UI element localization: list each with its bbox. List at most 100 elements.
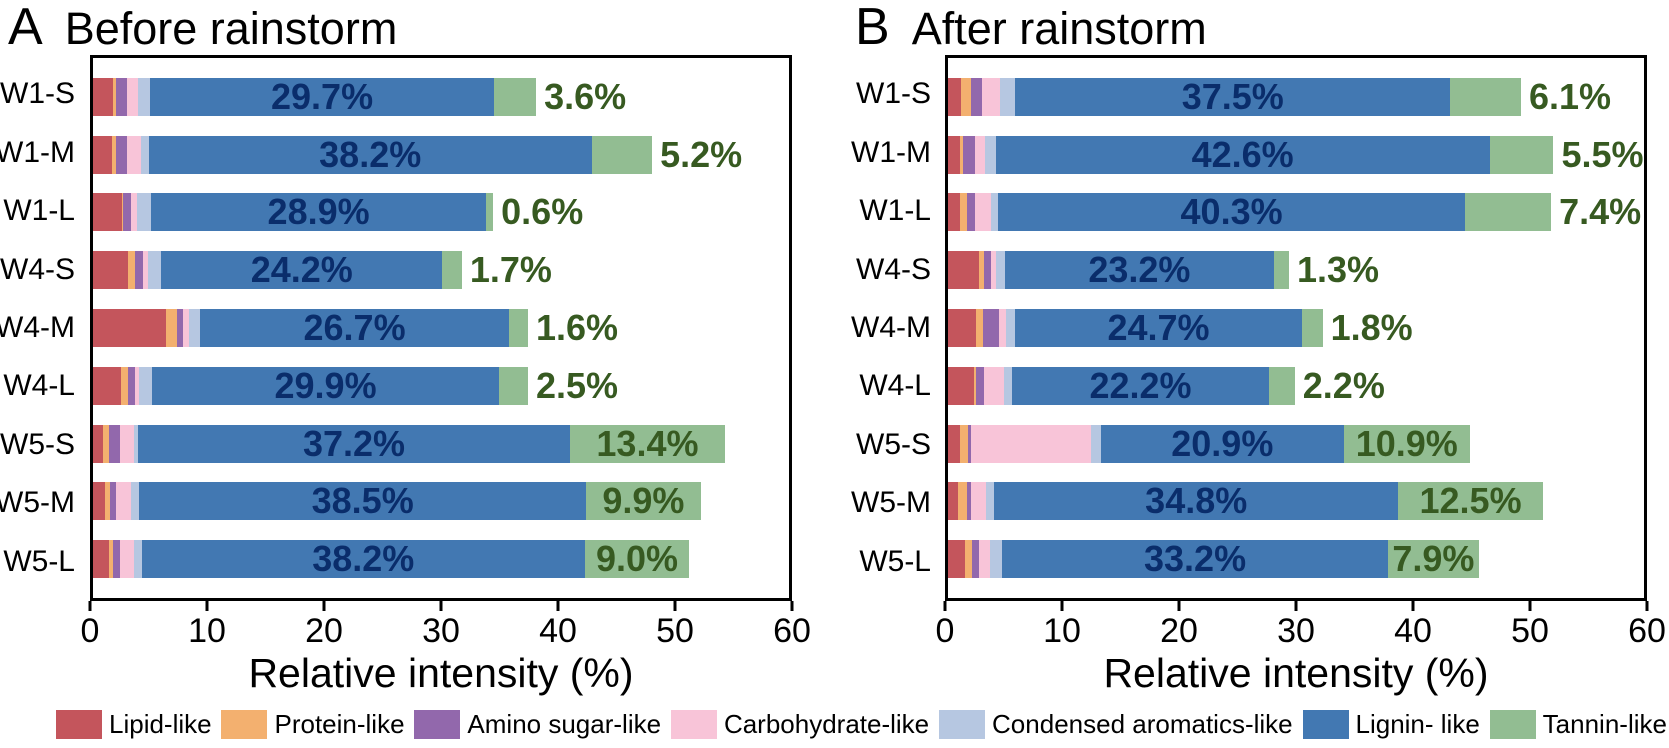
bar-segment-amino-sugar-like bbox=[967, 424, 972, 463]
y-tick-label-w1-m: W1-M bbox=[0, 135, 75, 169]
bar-segment-protein-like bbox=[959, 424, 968, 463]
bar-segment-tannin-like bbox=[1273, 251, 1289, 290]
bar-segment-amino-sugar-like bbox=[116, 135, 127, 174]
y-tick-label-w5-s: W5-S bbox=[0, 427, 75, 461]
bar-row-w4-s: 23.2% 1.3% bbox=[948, 249, 1644, 291]
bar-row-w1-s: 37.5% 6.1% bbox=[948, 77, 1644, 116]
panel-b-x-axis-title: Relative intensity (%) bbox=[1103, 650, 1489, 696]
bar-segment-amino-sugar-like bbox=[975, 366, 984, 405]
legend: Lipid-like Protein-like Amino sugar-like Ca… bbox=[56, 703, 1667, 745]
tannin-percentage-label: 1.3% bbox=[1297, 249, 1380, 291]
x-tick-label-30: 30 bbox=[1277, 612, 1315, 650]
tannin-percentage-label: 5.2% bbox=[660, 133, 743, 175]
panel-a-plot-area: 29.7% 3.6% 38.2% 5.2% 28.9% 0.6% 24.2% 1.7% 26.7… bbox=[90, 55, 792, 601]
bar-segment-protein-like bbox=[975, 308, 983, 347]
bar-segment-amino-sugar-like bbox=[127, 366, 135, 405]
bar-row-w1-m: 42.6% 5.5% bbox=[948, 135, 1644, 174]
legend-label-lipid-like: Lipid-like bbox=[109, 708, 212, 739]
y-tick-label-w5-l: W5-L bbox=[859, 544, 931, 578]
legend-item-tannin-like: Tannin-like bbox=[1489, 708, 1667, 740]
bar-segment-amino-sugar-like bbox=[983, 251, 991, 290]
bar-segment-carbohydrate-like bbox=[126, 135, 141, 174]
bar-segment-lipid-like bbox=[93, 308, 167, 347]
bar-segment-condensed-aromatics-like bbox=[131, 482, 140, 521]
bar-segment-lipid-like bbox=[948, 366, 974, 405]
legend-label-protein-like: Protein-like bbox=[274, 708, 405, 739]
bar-segment-tannin-like: 9.0% bbox=[584, 540, 690, 579]
bar-segment-carbohydrate-like bbox=[990, 251, 996, 290]
bar-segment-lipid-like bbox=[948, 308, 976, 347]
bar-segment-lignin-like: 26.7% bbox=[199, 308, 510, 347]
bar-segment-amino-sugar-like bbox=[963, 135, 975, 174]
bar-segment-lignin-like: 23.2% bbox=[1004, 251, 1274, 290]
bar-segment-carbohydrate-like bbox=[142, 251, 148, 290]
x-tick-mark bbox=[943, 601, 947, 611]
legend-swatch-protein-like bbox=[221, 709, 268, 739]
bar-segment-lipid-like bbox=[93, 77, 113, 116]
bar-row-w5-s: 37.2% 13.4% bbox=[93, 424, 789, 463]
x-tick-mark bbox=[205, 601, 209, 611]
legend-swatch-condensed-aromatics-like bbox=[939, 709, 986, 739]
x-tick-label-0: 0 bbox=[80, 612, 100, 650]
bar-segment-condensed-aromatics-like bbox=[189, 308, 200, 347]
x-tick-mark bbox=[1645, 601, 1649, 611]
bar-segment-carbohydrate-like bbox=[131, 193, 138, 232]
panel-a-x-axis: 0 10 20 30 40 50 60 bbox=[81, 601, 811, 651]
bar-segment-tannin-like bbox=[486, 193, 494, 232]
bar-row-w4-l: 22.2% 2.2% bbox=[948, 364, 1644, 406]
legend-label-tannin-like: Tannin-like bbox=[1542, 708, 1667, 739]
x-tick-label-40: 40 bbox=[539, 612, 577, 650]
bar-segment-lipid-like bbox=[948, 424, 960, 463]
x-tick-mark bbox=[673, 601, 677, 611]
x-tick-label-10: 10 bbox=[1043, 612, 1081, 650]
bar-segment-tannin-like bbox=[1489, 135, 1554, 174]
bar-segment-carbohydrate-like bbox=[119, 424, 134, 463]
bar-segment-carbohydrate-like bbox=[134, 366, 140, 405]
x-tick-mark bbox=[1294, 601, 1298, 611]
bar-segment-condensed-aromatics-like bbox=[1090, 424, 1102, 463]
bar-segment-tannin-like bbox=[1269, 366, 1295, 405]
bar-segment-condensed-aromatics-like bbox=[986, 482, 995, 521]
bar-segment-condensed-aromatics-like bbox=[138, 77, 150, 116]
tannin-percentage-label: 1.8% bbox=[1330, 306, 1413, 348]
bar-segment-lignin-like: 37.5% bbox=[1015, 77, 1451, 116]
bar-segment-lignin-like: 28.9% bbox=[150, 193, 487, 232]
bar-segment-lignin-like: 34.8% bbox=[994, 482, 1399, 521]
legend-label-carbohydrate-like: Carbohydrate-like bbox=[723, 708, 930, 739]
x-tick-label-60: 60 bbox=[773, 612, 811, 650]
bar-segment-amino-sugar-like bbox=[134, 251, 143, 290]
bar-segment-lignin-like: 24.7% bbox=[1015, 308, 1302, 347]
bar-segment-condensed-aromatics-like bbox=[140, 135, 149, 174]
bar-segment-protein-like bbox=[958, 482, 967, 521]
bar-row-w1-l: 28.9% 0.6% bbox=[93, 193, 789, 232]
bar-segment-carbohydrate-like bbox=[983, 366, 1004, 405]
bar-segment-lignin-like: 33.2% bbox=[1002, 540, 1388, 579]
tannin-percentage-label: 1.7% bbox=[469, 249, 552, 291]
bar-segment-lipid-like bbox=[93, 251, 128, 290]
bar-segment-condensed-aromatics-like bbox=[137, 193, 151, 232]
tannin-percentage-label: 2.2% bbox=[1302, 364, 1385, 406]
bar-segment-protein-like bbox=[166, 308, 177, 347]
y-tick-label-w4-l: W4-L bbox=[859, 369, 931, 403]
bar-segment-condensed-aromatics-like bbox=[133, 540, 142, 579]
bar-row-w1-s: 29.7% 3.6% bbox=[93, 77, 789, 116]
bar-segment-condensed-aromatics-like bbox=[990, 193, 998, 232]
bar-segment-carbohydrate-like bbox=[116, 482, 132, 521]
bar-segment-protein-like bbox=[965, 540, 973, 579]
bar-segment-lignin-like: 20.9% bbox=[1101, 424, 1344, 463]
legend-item-condensed-aromatics-like: Condensed aromatics-like bbox=[939, 709, 1293, 740]
bar-row-w5-m: 34.8% 12.5% bbox=[948, 482, 1644, 521]
bar-segment-lignin-like: 29.7% bbox=[149, 77, 495, 116]
bar-row-w5-l: 38.2% 9.0% bbox=[93, 540, 789, 579]
bar-segment-lipid-like bbox=[948, 482, 959, 521]
bar-segment-lipid-like bbox=[948, 251, 980, 290]
x-tick-mark bbox=[1060, 601, 1064, 611]
bar-segment-carbohydrate-like bbox=[126, 77, 139, 116]
legend-item-lipid-like: Lipid-like bbox=[56, 709, 212, 740]
y-tick-label-w5-m: W5-M bbox=[851, 486, 931, 520]
bar-segment-condensed-aromatics-like bbox=[985, 135, 996, 174]
bar-segment-lignin-like: 37.2% bbox=[138, 424, 570, 463]
x-tick-mark bbox=[790, 601, 794, 611]
bar-segment-carbohydrate-like bbox=[979, 540, 990, 579]
legend-label-lignin-like: Lignin- like bbox=[1355, 708, 1480, 739]
